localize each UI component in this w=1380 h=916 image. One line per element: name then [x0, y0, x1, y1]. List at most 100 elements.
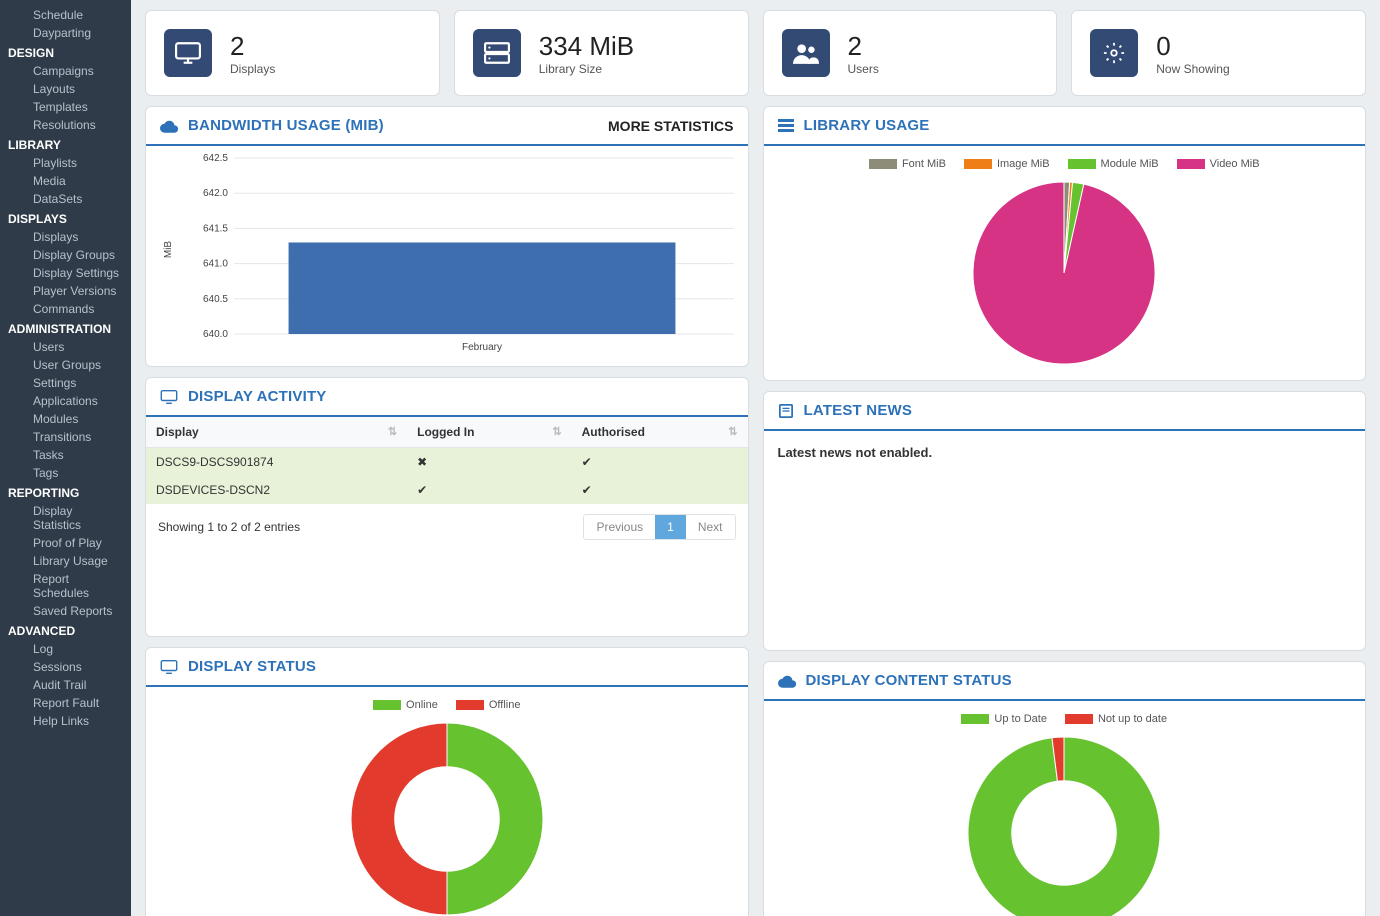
main-content: 2Displays334 MiBLibrary Size2Users0Now S…: [131, 0, 1380, 916]
legend-font-mib[interactable]: Font MiB: [869, 158, 946, 170]
sidebar-item-transitions[interactable]: Transitions: [0, 428, 131, 446]
sidebar-item-player-versions[interactable]: Player Versions: [0, 282, 131, 300]
stat-value: 2: [230, 31, 275, 62]
library-usage-legend: Font MiB Image MiB Module MiB Video MiB: [776, 158, 1354, 170]
news-icon: [778, 404, 794, 418]
pager-page-1[interactable]: 1: [655, 515, 686, 539]
sidebar-item-applications[interactable]: Applications: [0, 392, 131, 410]
table-row[interactable]: DSDEVICES-DSCN2✔✔: [146, 476, 748, 504]
sidebar-item-report-fault[interactable]: Report Fault: [0, 694, 131, 712]
sidebar-item-audit-trail[interactable]: Audit Trail: [0, 676, 131, 694]
sidebar-header-administration: ADMINISTRATION: [0, 318, 131, 338]
sidebar-item-saved-reports[interactable]: Saved Reports: [0, 602, 131, 620]
stat-label: Displays: [230, 62, 275, 76]
display-activity-panel: DISPLAY ACTIVITY Display⇅Logged In⇅Autho…: [145, 377, 749, 637]
table-row[interactable]: DSCS9-DSCS901874✖✔: [146, 448, 748, 477]
legend-offline[interactable]: Offline: [456, 699, 521, 711]
sidebar-item-settings[interactable]: Settings: [0, 374, 131, 392]
sidebar-item-display-statistics[interactable]: Display Statistics: [0, 502, 131, 534]
display-status-chart: [337, 719, 557, 916]
sidebar: ScheduleDaypartingDESIGNCampaignsLayouts…: [0, 0, 131, 916]
sidebar-item-datasets[interactable]: DataSets: [0, 190, 131, 208]
sidebar-item-displays[interactable]: Displays: [0, 228, 131, 246]
sidebar-header-displays: DISPLAYS: [0, 208, 131, 228]
svg-text:642.0: 642.0: [203, 188, 228, 199]
bandwidth-ylabel: MiB: [163, 241, 174, 258]
cloud-icon: [160, 119, 178, 133]
sidebar-item-resolutions[interactable]: Resolutions: [0, 116, 131, 134]
legend-video-mib[interactable]: Video MiB: [1177, 158, 1260, 170]
pager-prev[interactable]: Previous: [584, 515, 655, 539]
sidebar-item-help-links[interactable]: Help Links: [0, 712, 131, 730]
latest-news-panel: LATEST NEWS Latest news not enabled.: [763, 391, 1367, 651]
more-statistics-link[interactable]: MORE STATISTICS: [608, 118, 733, 134]
sidebar-item-tasks[interactable]: Tasks: [0, 446, 131, 464]
sidebar-item-display-settings[interactable]: Display Settings: [0, 264, 131, 282]
svg-text:February: February: [462, 342, 502, 353]
stat-cards-row: 2Displays334 MiBLibrary Size2Users0Now S…: [145, 10, 1366, 96]
content-status-legend: Up to Date Not up to date: [776, 713, 1354, 725]
sidebar-header-advanced: ADVANCED: [0, 620, 131, 640]
sidebar-item-templates[interactable]: Templates: [0, 98, 131, 116]
svg-text:640.0: 640.0: [203, 329, 228, 340]
col-authorised[interactable]: Authorised⇅: [572, 417, 748, 448]
bandwidth-panel: BANDWIDTH USAGE (MIB) MORE STATISTICS Mi…: [145, 106, 749, 367]
legend-not-up-to-date[interactable]: Not up to date: [1065, 713, 1167, 725]
content-status-chart: [954, 733, 1174, 916]
legend-image-mib[interactable]: Image MiB: [964, 158, 1050, 170]
sidebar-item-library-usage[interactable]: Library Usage: [0, 552, 131, 570]
col-display[interactable]: Display⇅: [146, 417, 407, 448]
users-icon: [782, 29, 830, 77]
latest-news-body: Latest news not enabled.: [776, 439, 1354, 466]
sidebar-item-campaigns[interactable]: Campaigns: [0, 62, 131, 80]
monitor-icon: [160, 390, 178, 404]
svg-text:641.0: 641.0: [203, 259, 228, 270]
pager: Previous 1 Next: [583, 514, 735, 540]
sidebar-item-sessions[interactable]: Sessions: [0, 658, 131, 676]
stat-value: 2: [848, 31, 879, 62]
bandwidth-chart: MiB 640.0 640.5 641.0 641.5 642.0 642.5 Februa…: [158, 154, 736, 354]
stat-label: Now Showing: [1156, 62, 1229, 76]
sidebar-header-reporting: REPORTING: [0, 482, 131, 502]
stat-card-now-showing[interactable]: 0Now Showing: [1071, 10, 1366, 96]
pager-next[interactable]: Next: [686, 515, 735, 539]
stat-card-library-size[interactable]: 334 MiBLibrary Size: [454, 10, 749, 96]
stat-value: 0: [1156, 31, 1229, 62]
legend-up-to-date[interactable]: Up to Date: [961, 713, 1047, 725]
sidebar-item-schedule[interactable]: Schedule: [0, 6, 131, 24]
sidebar-item-report-schedules[interactable]: Report Schedules: [0, 570, 131, 602]
sidebar-item-proof-of-play[interactable]: Proof of Play: [0, 534, 131, 552]
display-status-panel: DISPLAY STATUS Online Offline: [145, 647, 749, 916]
monitor-icon: [164, 29, 212, 77]
content-status-panel: DISPLAY CONTENT STATUS Up to Date Not up …: [763, 661, 1367, 916]
stat-card-users[interactable]: 2Users: [763, 10, 1058, 96]
latest-news-title: LATEST NEWS: [804, 402, 913, 419]
content-status-title: DISPLAY CONTENT STATUS: [806, 672, 1012, 689]
cloud-icon: [778, 674, 796, 688]
sidebar-item-media[interactable]: Media: [0, 172, 131, 190]
sidebar-item-log[interactable]: Log: [0, 640, 131, 658]
sidebar-item-layouts[interactable]: Layouts: [0, 80, 131, 98]
display-status-title: DISPLAY STATUS: [188, 658, 316, 675]
col-logged-in[interactable]: Logged In⇅: [407, 417, 571, 448]
svg-text:640.5: 640.5: [203, 294, 228, 305]
sidebar-header-design: DESIGN: [0, 42, 131, 62]
sidebar-item-display-groups[interactable]: Display Groups: [0, 246, 131, 264]
legend-module-mib[interactable]: Module MiB: [1068, 158, 1159, 170]
library-usage-panel: LIBRARY USAGE Font MiBImage MiBModule Mi…: [763, 106, 1367, 381]
sidebar-item-commands[interactable]: Commands: [0, 300, 131, 318]
stat-value: 334 MiB: [539, 31, 634, 62]
display-activity-title: DISPLAY ACTIVITY: [188, 388, 327, 405]
legend-online[interactable]: Online: [373, 699, 438, 711]
sidebar-item-playlists[interactable]: Playlists: [0, 154, 131, 172]
stat-card-displays[interactable]: 2Displays: [145, 10, 440, 96]
sidebar-item-tags[interactable]: Tags: [0, 464, 131, 482]
server-icon: [473, 29, 521, 77]
sidebar-item-user-groups[interactable]: User Groups: [0, 356, 131, 374]
sidebar-item-users[interactable]: Users: [0, 338, 131, 356]
sidebar-item-modules[interactable]: Modules: [0, 410, 131, 428]
sidebar-item-dayparting[interactable]: Dayparting: [0, 24, 131, 42]
svg-text:641.5: 641.5: [203, 223, 228, 234]
list-icon: [778, 119, 794, 133]
svg-text:642.5: 642.5: [203, 154, 228, 164]
